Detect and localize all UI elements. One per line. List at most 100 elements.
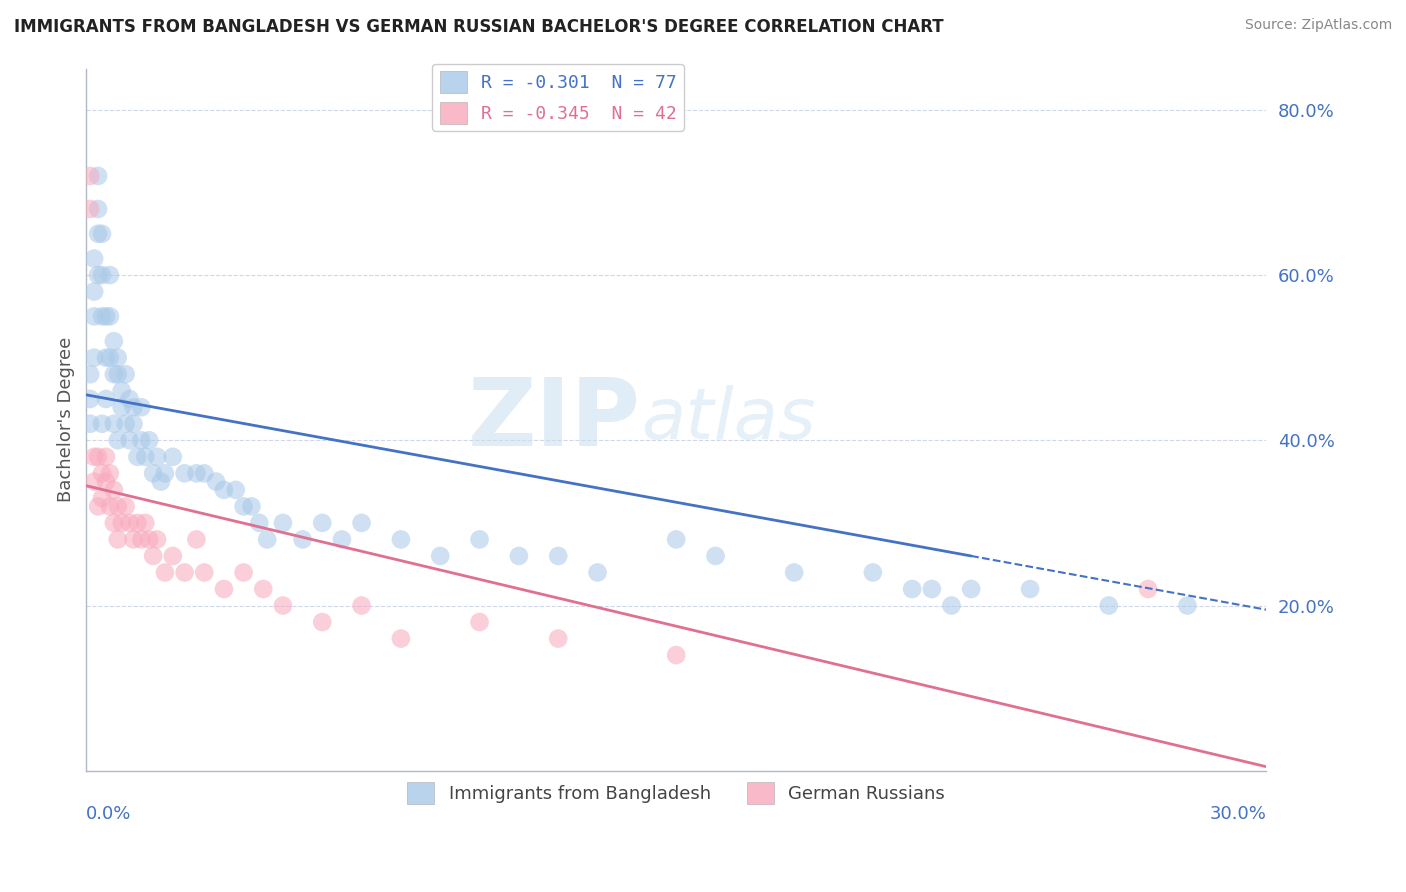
Point	[186, 533, 208, 547]
Point	[153, 566, 176, 580]
Point	[134, 450, 156, 464]
Point	[98, 351, 121, 365]
Point	[271, 599, 294, 613]
Point	[103, 516, 125, 530]
Point	[232, 500, 254, 514]
Point	[162, 549, 184, 563]
Point	[783, 566, 806, 580]
Point	[429, 549, 451, 563]
Point	[146, 533, 169, 547]
Point	[162, 450, 184, 464]
Point	[1137, 582, 1160, 596]
Point	[547, 549, 569, 563]
Point	[142, 549, 165, 563]
Point	[468, 533, 491, 547]
Point	[79, 417, 101, 431]
Point	[389, 632, 412, 646]
Point	[83, 450, 105, 464]
Point	[212, 483, 235, 497]
Point	[118, 516, 141, 530]
Point	[508, 549, 530, 563]
Y-axis label: Bachelor's Degree: Bachelor's Degree	[58, 337, 75, 502]
Point	[127, 516, 149, 530]
Point	[173, 467, 195, 481]
Point	[311, 615, 333, 629]
Text: 30.0%: 30.0%	[1209, 805, 1265, 823]
Point	[1019, 582, 1042, 596]
Point	[665, 533, 688, 547]
Point	[114, 500, 136, 514]
Point	[103, 368, 125, 382]
Point	[103, 334, 125, 348]
Point	[941, 599, 963, 613]
Point	[107, 434, 129, 448]
Point	[111, 401, 134, 415]
Point	[114, 417, 136, 431]
Point	[225, 483, 247, 497]
Point	[91, 417, 114, 431]
Point	[193, 566, 215, 580]
Point	[83, 252, 105, 266]
Point	[94, 475, 117, 489]
Point	[704, 549, 727, 563]
Point	[146, 450, 169, 464]
Point	[79, 392, 101, 406]
Point	[350, 599, 373, 613]
Point	[186, 467, 208, 481]
Point	[256, 533, 278, 547]
Point	[240, 500, 263, 514]
Point	[111, 516, 134, 530]
Point	[468, 615, 491, 629]
Point	[87, 500, 110, 514]
Point	[960, 582, 983, 596]
Text: Source: ZipAtlas.com: Source: ZipAtlas.com	[1244, 18, 1392, 32]
Point	[91, 268, 114, 282]
Point	[212, 582, 235, 596]
Point	[107, 351, 129, 365]
Point	[131, 434, 153, 448]
Point	[103, 483, 125, 497]
Point	[91, 467, 114, 481]
Point	[83, 475, 105, 489]
Point	[79, 368, 101, 382]
Point	[1177, 599, 1199, 613]
Point	[350, 516, 373, 530]
Point	[134, 516, 156, 530]
Point	[103, 417, 125, 431]
Point	[91, 227, 114, 241]
Point	[114, 368, 136, 382]
Point	[94, 392, 117, 406]
Point	[94, 310, 117, 324]
Legend: Immigrants from Bangladesh, German Russians: Immigrants from Bangladesh, German Russi…	[399, 774, 952, 811]
Point	[122, 533, 145, 547]
Point	[87, 169, 110, 183]
Point	[94, 351, 117, 365]
Point	[87, 202, 110, 216]
Point	[87, 227, 110, 241]
Point	[122, 417, 145, 431]
Point	[111, 384, 134, 398]
Point	[87, 450, 110, 464]
Text: ZIP: ZIP	[468, 374, 641, 466]
Point	[122, 401, 145, 415]
Point	[131, 533, 153, 547]
Point	[98, 467, 121, 481]
Point	[330, 533, 353, 547]
Point	[232, 566, 254, 580]
Point	[291, 533, 314, 547]
Point	[91, 310, 114, 324]
Point	[98, 310, 121, 324]
Point	[98, 268, 121, 282]
Point	[901, 582, 924, 596]
Point	[252, 582, 274, 596]
Point	[91, 491, 114, 505]
Point	[87, 268, 110, 282]
Point	[107, 500, 129, 514]
Point	[1098, 599, 1121, 613]
Point	[138, 434, 160, 448]
Point	[586, 566, 609, 580]
Point	[83, 351, 105, 365]
Point	[205, 475, 228, 489]
Point	[83, 285, 105, 299]
Point	[665, 648, 688, 662]
